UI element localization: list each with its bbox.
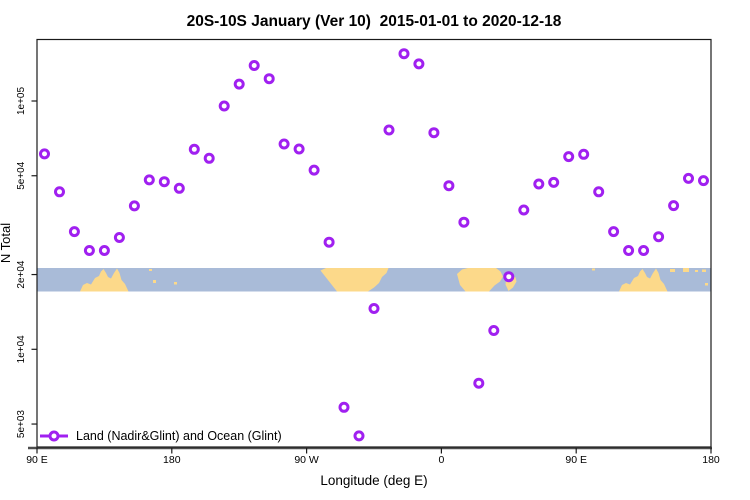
data-point <box>218 100 230 112</box>
map-band-land-australia-east <box>619 268 668 292</box>
plot-border <box>36 38 712 448</box>
data-point <box>143 174 155 186</box>
data-point <box>278 138 290 150</box>
x-tick-label: 90 W <box>294 454 319 466</box>
data-point <box>473 377 485 389</box>
data-point <box>248 60 260 71</box>
data-point <box>39 148 50 160</box>
map-band-island <box>702 269 706 272</box>
data-point <box>488 325 500 336</box>
x-axis-title: Longitude (deg E) <box>320 473 427 488</box>
data-point <box>653 231 665 243</box>
x-tick-label: 180 <box>702 454 720 466</box>
data-point <box>308 164 320 176</box>
y-tick-label: 5e+03 <box>16 410 27 439</box>
legend-marker-icon <box>48 430 60 442</box>
map-band-island <box>683 268 689 272</box>
y-tick-label: 1e+04 <box>16 335 27 364</box>
data-point <box>428 127 440 139</box>
data-point <box>323 236 335 248</box>
map-band-island <box>149 269 152 271</box>
data-point <box>68 226 80 238</box>
map-band-land-south-america <box>320 268 389 292</box>
map-band-land-africa <box>457 268 503 292</box>
data-point <box>578 148 590 160</box>
data-point <box>383 124 395 136</box>
data-point <box>683 172 694 184</box>
data-point <box>158 176 170 188</box>
x-tick-label: 90 E <box>26 454 48 466</box>
data-point <box>203 152 215 164</box>
map-band-island <box>695 270 698 272</box>
map-band-island <box>174 282 177 285</box>
data-point <box>443 180 455 192</box>
data-point <box>533 178 545 190</box>
data-point <box>353 430 365 442</box>
data-point <box>368 303 380 314</box>
map-band-land-australia-west <box>80 268 129 292</box>
x-tick-label: 180 <box>163 454 181 466</box>
data-point <box>188 143 200 155</box>
data-point <box>548 176 560 188</box>
data-point <box>128 200 140 212</box>
x-tick-label: 90 E <box>565 454 587 466</box>
data-point <box>398 48 410 60</box>
data-point <box>668 200 680 212</box>
y-tick-label: 5e+04 <box>16 161 27 190</box>
data-point <box>83 245 95 256</box>
y-tick-label: 2e+04 <box>16 260 27 289</box>
data-point <box>413 58 425 70</box>
data-point <box>98 245 110 256</box>
map-band-island <box>670 269 675 272</box>
x-tick-label: 0 <box>438 454 444 466</box>
data-point <box>113 232 125 243</box>
data-point <box>563 151 575 163</box>
data-point <box>503 271 515 283</box>
data-point <box>233 78 245 90</box>
data-point <box>698 175 709 187</box>
data-point <box>608 226 620 238</box>
chart-title: 20S-10S January (Ver 10) 2015-01-01 to 2… <box>187 13 562 30</box>
data-point <box>458 216 470 228</box>
data-point <box>293 143 305 155</box>
y-tick-label: 1e+05 <box>16 87 27 116</box>
legend-label: Land (Nadir&Glint) and Ocean (Glint) <box>76 429 282 443</box>
data-point <box>518 204 530 216</box>
y-axis-title: N Total <box>0 223 13 263</box>
data-point <box>173 182 185 194</box>
map-band-island <box>153 280 156 283</box>
data-point <box>54 186 65 198</box>
data-point <box>593 186 605 198</box>
data-point <box>638 245 650 256</box>
data-point <box>263 73 275 85</box>
map-band-island <box>592 268 595 271</box>
data-point <box>623 245 635 256</box>
data-point <box>338 401 350 413</box>
map-band-island <box>705 283 708 286</box>
